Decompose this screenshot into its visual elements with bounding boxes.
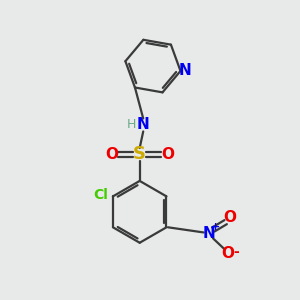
Text: +: + [211, 222, 220, 233]
Text: O: O [224, 210, 237, 225]
Text: N: N [202, 226, 215, 242]
Text: Cl: Cl [93, 188, 108, 202]
Text: H: H [127, 118, 136, 131]
Text: S: S [133, 146, 146, 164]
Text: O: O [161, 147, 174, 162]
Text: O: O [105, 147, 118, 162]
Text: N: N [178, 63, 191, 78]
Text: -: - [233, 244, 239, 259]
Text: O: O [221, 246, 235, 261]
Text: N: N [137, 118, 150, 133]
